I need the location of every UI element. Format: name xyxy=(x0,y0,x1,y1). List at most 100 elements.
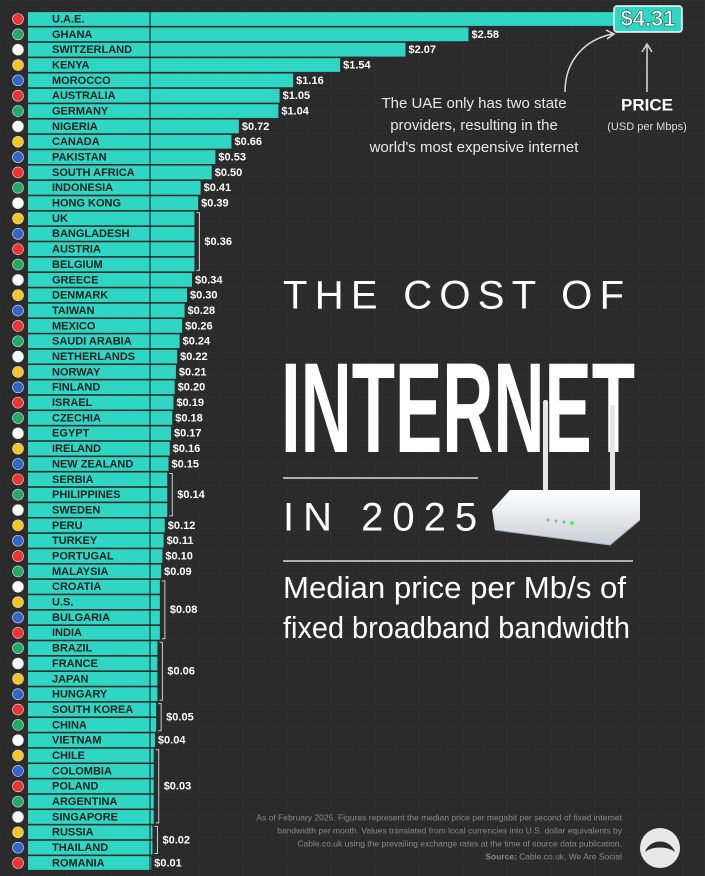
flag xyxy=(12,182,24,194)
category-label: NORWAY xyxy=(52,366,101,378)
value-label: $0.09 xyxy=(164,566,192,578)
category-label: EGYPT xyxy=(52,428,90,440)
category-label: SWITZERLAND xyxy=(52,44,132,56)
bar xyxy=(150,564,162,579)
label-cell xyxy=(28,196,150,211)
subtitle: Median price per Mb/s of xyxy=(283,570,626,605)
router-illustration xyxy=(492,400,641,546)
label-cell xyxy=(28,288,150,303)
label-cell xyxy=(28,764,150,778)
category-label: CANADA xyxy=(52,136,100,148)
flag xyxy=(12,841,24,854)
footnote: bandwidth per month. Values translated f… xyxy=(277,825,622,835)
value-label: $0.19 xyxy=(176,397,204,409)
value-label: $4.31 xyxy=(620,6,675,31)
category-label: SOUTH KOREA xyxy=(52,704,133,716)
flag xyxy=(12,135,24,148)
category-label: SERBIA xyxy=(52,474,94,486)
label-cell xyxy=(28,349,150,364)
flag xyxy=(12,304,24,317)
label-cell xyxy=(28,518,150,533)
flag xyxy=(12,427,24,440)
flag xyxy=(12,473,24,486)
flag xyxy=(12,228,24,240)
label-cell xyxy=(28,610,150,625)
flag xyxy=(12,596,24,608)
flag xyxy=(12,59,24,71)
flag xyxy=(12,795,24,808)
flag xyxy=(12,519,24,532)
category-label: PORTUGAL xyxy=(52,550,114,562)
label-cell xyxy=(28,579,150,594)
bar xyxy=(150,273,192,287)
label-cell xyxy=(28,840,150,855)
flag xyxy=(12,396,24,409)
category-label: CROATIA xyxy=(52,581,101,593)
value-label-box xyxy=(613,5,683,33)
label-cell xyxy=(28,733,150,748)
flag xyxy=(12,197,24,209)
bar xyxy=(150,165,212,180)
bar xyxy=(150,58,341,72)
flag xyxy=(12,826,24,839)
flag xyxy=(12,166,24,179)
bar xyxy=(150,687,158,702)
label-cell xyxy=(28,411,150,425)
value-label: $0.41 xyxy=(204,182,232,194)
group-bracket xyxy=(158,703,162,732)
value-label: $0.36 xyxy=(204,236,232,248)
label-cell xyxy=(28,549,150,563)
flag xyxy=(12,289,24,302)
label-cell xyxy=(28,134,150,149)
flag xyxy=(12,657,24,670)
flag xyxy=(12,258,24,271)
flag xyxy=(12,534,24,547)
flag xyxy=(12,381,24,394)
value-label: $0.53 xyxy=(218,152,246,164)
flag xyxy=(12,765,24,777)
flag xyxy=(12,703,24,716)
flag xyxy=(12,734,24,747)
category-label: IRELAND xyxy=(52,443,101,455)
footnote: Cable.co.uk using the prevailing exchang… xyxy=(297,838,622,848)
bar xyxy=(150,242,195,257)
label-cell xyxy=(28,441,150,456)
flag xyxy=(12,627,24,639)
label-cell xyxy=(28,303,150,318)
title: THE COST OF xyxy=(283,274,633,318)
bar xyxy=(150,303,185,318)
category-label: SAUDI ARABIA xyxy=(52,336,132,348)
bar xyxy=(150,748,154,763)
value-label: $0.06 xyxy=(167,666,195,678)
subtitle: fixed broadband bandwidth xyxy=(283,610,630,645)
category-label: NETHERLANDS xyxy=(52,351,135,363)
annotation: providers, resulting in the xyxy=(390,117,558,134)
logo xyxy=(640,828,680,868)
value-label: $0.28 xyxy=(188,305,216,317)
bar xyxy=(150,487,168,502)
category-label: PHILIPPINES xyxy=(52,489,120,501)
label-cell xyxy=(28,856,150,870)
bar xyxy=(150,625,160,640)
group-bracket xyxy=(196,212,200,271)
label-cell xyxy=(28,27,150,42)
value-label: $0.18 xyxy=(175,412,203,424)
label-cell xyxy=(28,487,150,502)
bar xyxy=(150,334,180,349)
category-label: PERU xyxy=(52,520,83,532)
flag xyxy=(12,243,24,255)
label-cell xyxy=(28,319,150,333)
flag xyxy=(12,857,24,869)
bar xyxy=(150,840,153,855)
annotation: The UAE only has two state xyxy=(381,95,566,112)
category-label: CHINA xyxy=(52,719,87,731)
flag xyxy=(12,89,24,102)
label-cell xyxy=(28,150,150,164)
category-label: HUNGARY xyxy=(52,689,108,701)
flag xyxy=(12,366,24,378)
flag xyxy=(12,719,24,731)
bar xyxy=(150,426,171,441)
flag xyxy=(12,688,24,701)
label-cell xyxy=(28,380,150,395)
